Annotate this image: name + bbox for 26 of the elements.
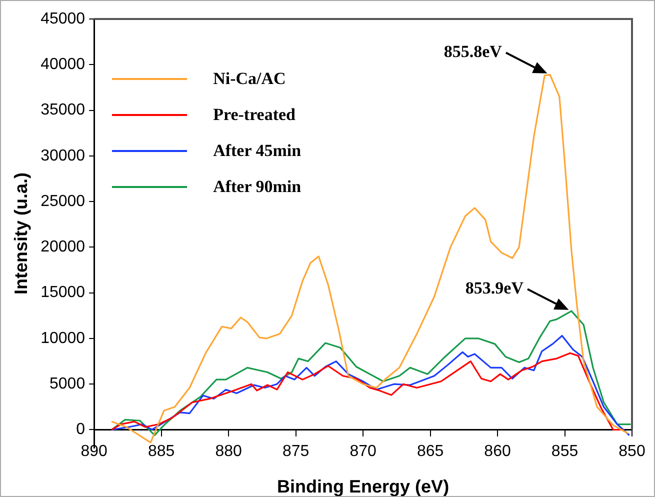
x-tick-label: 850 <box>618 442 646 460</box>
y-tick-label: 20000 <box>40 238 86 256</box>
y-tick-label: 10000 <box>40 330 86 347</box>
legend-label: Pre-treated <box>213 105 296 125</box>
y-tick-label: 25000 <box>40 192 86 210</box>
y-tick-label: 30000 <box>40 147 86 164</box>
legend-label: After 45min <box>213 141 302 161</box>
y-tick-label: 0 <box>76 421 86 438</box>
y-tick-label: 5000 <box>50 376 86 393</box>
x-tick-label: 865 <box>416 442 444 460</box>
y-axis-title: Intensity (u.a.) <box>10 172 31 295</box>
x-tick-label: 860 <box>484 442 511 460</box>
annotation: 853.9eV <box>465 278 524 298</box>
x-tick-label: 870 <box>350 442 376 460</box>
x-tick-label: 890 <box>80 442 108 460</box>
x-tick-label: 880 <box>215 442 242 460</box>
x-tick-label: 885 <box>148 442 175 460</box>
x-tick-label: 875 <box>282 442 310 460</box>
legend-label: Ni-Ca/AC <box>213 69 286 89</box>
annotation: 855.8eV <box>444 42 503 62</box>
y-tick-label: 15000 <box>40 284 86 302</box>
legend-label: After 90min <box>213 177 302 197</box>
y-tick-label: 45000 <box>40 10 86 28</box>
y-tick-label: 35000 <box>40 102 86 119</box>
x-tick-label: 855 <box>551 442 578 460</box>
y-tick-label: 40000 <box>40 56 86 74</box>
